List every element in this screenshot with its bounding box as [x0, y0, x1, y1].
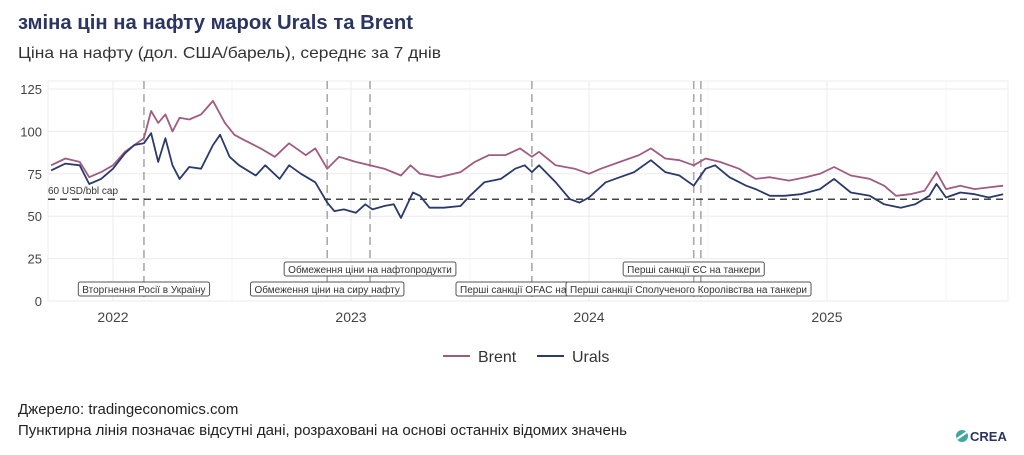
event-label: Перші санкції ЄС на танкери: [627, 265, 760, 276]
chart-title: зміна цін на нафту марок Urals та Brent: [18, 12, 413, 34]
event-annotation: Вторгнення Росії в Україну: [77, 281, 211, 297]
series-line-brent: [50, 100, 1004, 197]
event-label: Перші санкції Сполученого Королівства на…: [570, 285, 807, 296]
event-label-box: [622, 261, 765, 277]
event-label: Перші санкції OFAC на танкери: [460, 285, 606, 296]
legend-label-brent: Brent: [478, 349, 517, 366]
event-annotation: Обмеження ціни на сиру нафту: [249, 281, 405, 297]
event-label: Обмеження ціни на сиру нафту: [254, 284, 399, 296]
event-annotation: Перші санкції ЄС на танкери: [622, 261, 765, 277]
event-label: Обмеження ціни на нафтопродукти: [288, 264, 452, 276]
event-label-box: [77, 281, 211, 297]
source-note: Джерело: tradingeconomics.com: [18, 401, 238, 418]
event-annotations: Вторгнення Росії в Україну Обмеження ціни…: [77, 261, 812, 297]
y-tick-label: 0: [35, 294, 42, 309]
x-tick-label: 2025: [811, 309, 842, 325]
crea-logo: CREA: [956, 429, 1007, 444]
event-label-box: [283, 261, 457, 277]
event-annotation: Обмеження ціни на нафтопродукти: [283, 261, 457, 277]
y-tick-label: 125: [20, 82, 42, 97]
series-lines: [50, 100, 1004, 219]
x-tick-label: 2022: [97, 309, 128, 325]
x-tick-label: 2024: [573, 309, 604, 325]
legend: Brent Urals: [443, 349, 609, 366]
missing-data-note: Пунктирна лінія позначає відсутні дані, …: [18, 422, 627, 439]
axes: 0 25 50 75 100 125 2022 2023 2024 2025: [20, 82, 842, 325]
series-line-urals: [50, 132, 1004, 219]
event-label-box: [565, 281, 812, 297]
y-tick-label: 25: [28, 252, 42, 267]
event-annotation: Перші санкції Сполученого Королівства на…: [565, 281, 812, 297]
y-tick-label: 75: [28, 167, 42, 182]
x-tick-label: 2023: [335, 309, 366, 325]
chart-subtitle: Ціна на нафту (дол. США/барель), середнє…: [18, 45, 441, 62]
price-cap-line: 60 USD/bbl cap: [48, 186, 1008, 200]
price-cap-label: 60 USD/bbl cap: [48, 186, 118, 197]
plot-border: [47, 80, 1009, 302]
legend-label-urals: Urals: [572, 349, 609, 366]
y-tick-label: 100: [20, 124, 42, 139]
crea-logo-stripe: [956, 431, 968, 440]
y-tick-label: 50: [28, 209, 42, 224]
event-label: Вторгнення Росії в Україну: [82, 285, 205, 296]
event-label-box: [249, 281, 405, 297]
crea-logo-text: CREA: [970, 429, 1007, 444]
grid: [47, 80, 1009, 302]
